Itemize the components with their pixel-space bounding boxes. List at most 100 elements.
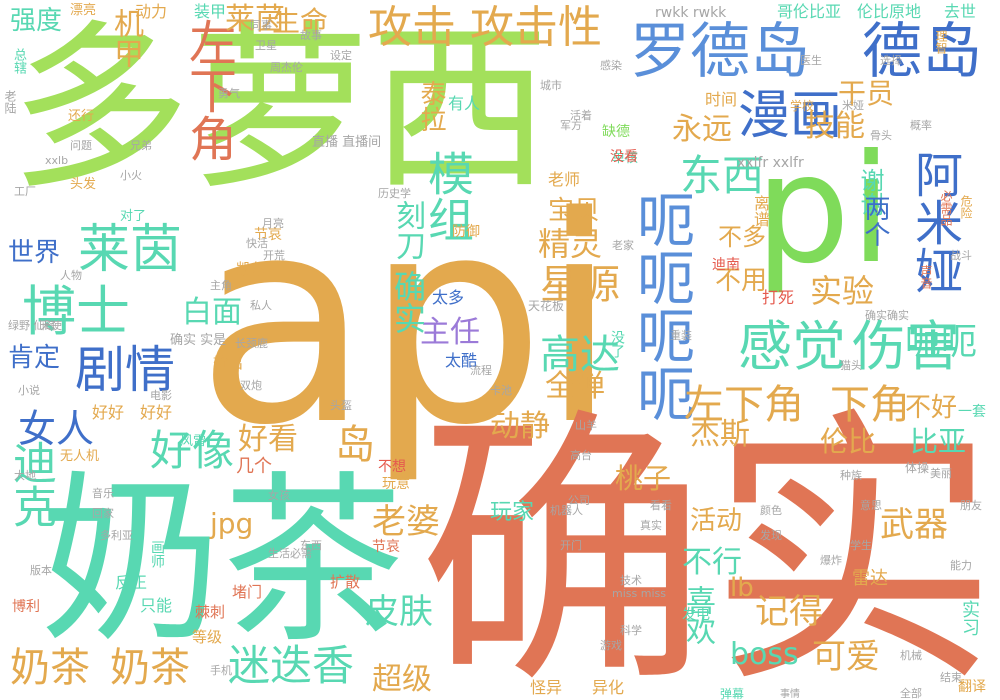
cloud-word-filler: 事情	[780, 689, 800, 700]
cloud-word-filler: 重装	[670, 329, 692, 342]
cloud-word-filler: 双炮	[240, 379, 262, 392]
cloud-word-zhineng: 只能	[140, 596, 173, 615]
cloud-word-dongjing: 动静	[490, 409, 550, 444]
cloud-word-jingling: 精灵	[538, 225, 603, 263]
cloud-word-api: api	[196, 156, 619, 488]
cloud-word-filler: 山羊	[575, 419, 597, 432]
cloud-word-gongji: 攻击	[368, 2, 456, 53]
cloud-word-zuoxiajiao: 左下角	[180, 18, 236, 162]
cloud-word-shijie: 世界	[8, 238, 61, 268]
cloud-word-xingyuan: 星源	[540, 262, 620, 308]
cloud-word-lipu: 离谱	[751, 195, 770, 227]
cloud-word-filler: 小说	[18, 384, 40, 397]
cloud-word-meile: 没了	[609, 330, 625, 358]
cloud-word-queshishishi: 确实 实是	[170, 333, 227, 348]
cloud-word-filler: 真实	[640, 519, 662, 532]
cloud-word-kedao: 刻刀	[390, 200, 425, 260]
cloud-word-luodedao: 罗德岛	[630, 17, 810, 87]
cloud-word-qushi: 去世	[944, 2, 977, 21]
cloud-word-siren: 必需品	[939, 190, 953, 226]
cloud-word-queshi-2: 确实	[389, 270, 427, 334]
cloud-word-nvren: 女人	[18, 407, 95, 451]
cloud-word-dumen: 堵门	[232, 583, 263, 601]
cloud-word-zhuangjia: 装甲	[194, 2, 227, 21]
cloud-word-shiyan: 实验	[810, 272, 875, 310]
cloud-word-filler: 兄弟	[130, 139, 152, 152]
cloud-word-naicha: 奶茶	[40, 455, 404, 667]
cloud-word-eeee: 呃呃呃呃	[627, 190, 695, 422]
cloud-word-amiya: 阿米娅	[906, 150, 962, 294]
cloud-word-gongjixing: 攻击性	[470, 2, 602, 53]
cloud-word-filler: 勇气	[218, 87, 240, 100]
cloud-word-laopo: 老婆	[372, 502, 440, 542]
cloud-word-boli: 博利	[12, 599, 40, 615]
cloud-word-shengming: 生命	[272, 5, 329, 38]
cloud-word-buduo: 不多	[718, 223, 766, 251]
cloud-word-filler: 开荒	[263, 249, 285, 262]
cloud-word-filler: 老家	[612, 239, 634, 252]
cloud-word-gaoda: 高达	[540, 332, 620, 378]
cloud-word-filler: 多利亚	[100, 529, 133, 542]
cloud-word-shuchu: 输出	[213, 354, 244, 372]
cloud-word-filler: 主角	[210, 279, 232, 292]
cloud-word-danhe: 单核	[612, 151, 639, 166]
cloud-word-filler: 猫头	[840, 359, 862, 372]
cloud-word-filler: 科学	[620, 624, 642, 637]
cloud-word-taozi: 桃子	[615, 462, 672, 495]
cloud-word-jpg: jpg	[210, 507, 254, 540]
cloud-word-meikan: 没看	[610, 149, 638, 165]
cloud-word-filler: 机器人	[550, 504, 583, 517]
cloud-word-jide: 记得	[755, 592, 823, 632]
cloud-word-filler: 问题	[70, 139, 92, 152]
cloud-word-guaiyi: 怪异	[530, 678, 563, 697]
cloud-word-fanyi: 翻译	[958, 679, 986, 695]
cloud-word-buhao: 不好	[905, 393, 958, 423]
cloud-word-yihua: 异化	[592, 678, 625, 697]
cloud-word-laiyin: 莱茵	[78, 220, 183, 280]
cloud-word-laoshi: 老师	[548, 170, 581, 189]
cloud-word-quede: 缺德	[602, 124, 630, 140]
cloud-word-filler: 确实确实	[865, 309, 909, 322]
cloud-word-midiexiang: 迷迭香	[228, 641, 355, 690]
cloud-word-laiyin-2: 莱茵	[225, 2, 285, 37]
cloud-word-filler: 选择	[880, 54, 902, 67]
cloud-word-filler: 游戏	[600, 639, 622, 652]
cloud-word-fadian: 发电	[682, 607, 710, 623]
cloud-word-filler: 感染	[600, 59, 622, 72]
cloud-word-filler: 快活	[246, 237, 268, 250]
cloud-word-rwkk: rwkk rwkk	[655, 5, 727, 21]
cloud-word-haohao-2: 好好	[140, 403, 173, 422]
cloud-word-xihuan: 喜欢	[680, 585, 715, 645]
cloud-word-duoluoxi: 多萝西	[10, 5, 551, 214]
cloud-word-dinan: 迪南	[712, 257, 740, 273]
cloud-word-huodong: 活动	[690, 506, 743, 536]
cloud-word-lishixue: 理智	[934, 30, 948, 54]
cloud-word-filler: 月亮	[262, 217, 284, 230]
cloud-word-shixi: 实习	[959, 600, 980, 636]
cloud-word-filler: 人物	[60, 269, 82, 282]
cloud-word-filler: 美丽	[930, 467, 952, 480]
cloud-word-xxlfr: xxlfr xxlfr	[737, 155, 804, 171]
cloud-word-jineng: 技能	[805, 109, 865, 144]
cloud-word-dengji: 等级	[192, 628, 223, 646]
cloud-word-danmu: 弹幕	[720, 687, 745, 700]
cloud-word-toufa: 头发	[70, 177, 97, 192]
cloud-word-mozu: 模组	[421, 150, 475, 242]
cloud-word-taiduo: 太多	[432, 288, 465, 307]
cloud-word-manhua: 漫画	[738, 86, 843, 146]
cloud-word-filler: 战斗	[950, 249, 972, 262]
cloud-word-kuosan: 扩散	[330, 573, 361, 591]
cloud-word-bixupin: 声音	[919, 265, 933, 289]
cloud-word-filler: 颜色	[760, 504, 782, 517]
cloud-word-filler: 米娅	[842, 99, 864, 112]
cloud-word-jiesi: 杰斯	[690, 417, 750, 452]
cloud-word-lunbiyuandi: 伦比原地	[857, 2, 922, 21]
cloud-word-filler: 机械	[900, 649, 922, 662]
cloud-word-filler: 工厂	[14, 185, 36, 198]
cloud-word-filler: 回家	[92, 507, 114, 520]
cloud-word-filler: 老陆	[3, 90, 17, 114]
cloud-word-filler: 种族	[840, 469, 862, 482]
cloud-word-kaier: 凯尔	[236, 260, 267, 278]
cloud-word-filler: 学生	[850, 539, 872, 552]
cloud-word-biya: 比亚	[910, 425, 967, 458]
